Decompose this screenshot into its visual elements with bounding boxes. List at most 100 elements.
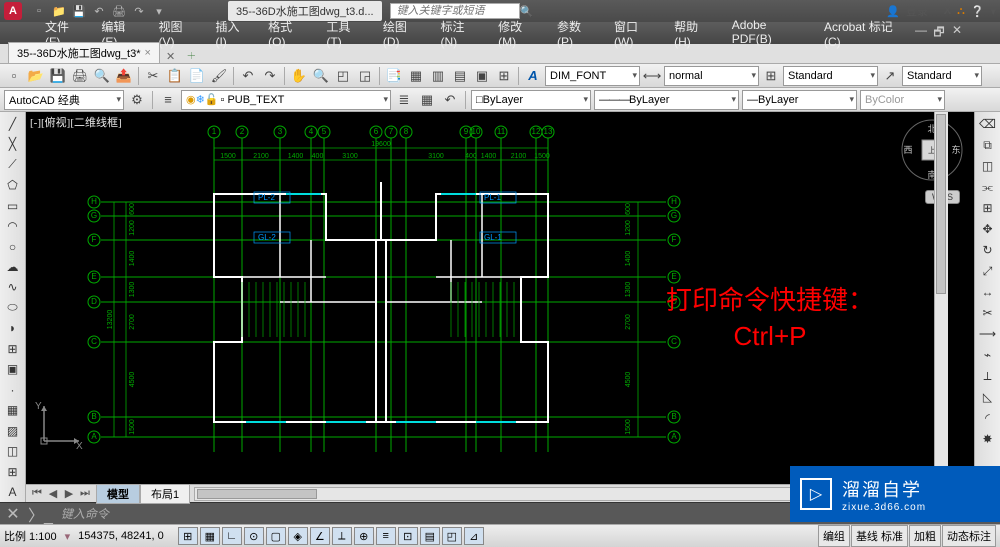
gradient-tool-icon[interactable]: ▨ — [0, 421, 25, 440]
menu-item[interactable]: 窗口(W) — [604, 15, 664, 52]
publish-icon[interactable]: 📤 — [114, 66, 134, 86]
menu-item[interactable]: Acrobat 标记(C) — [814, 15, 913, 52]
menu-item[interactable]: 标注(N) — [430, 15, 488, 52]
revcloud-tool-icon[interactable]: ☁ — [0, 257, 25, 276]
text-style-icon[interactable]: A — [523, 66, 543, 86]
minimize-button[interactable]: — — [913, 23, 929, 44]
linetype-selector[interactable]: ——— ByLayer — [594, 90, 739, 110]
scale-icon[interactable]: ⤢ — [975, 261, 1000, 281]
hatch-tool-icon[interactable]: ▦ — [0, 401, 25, 420]
close-button[interactable]: ✕ — [949, 23, 965, 44]
trim-icon[interactable]: ✂ — [975, 303, 1000, 323]
layer-prop-icon[interactable]: ≡ — [158, 90, 178, 110]
color-selector[interactable]: □ByLayer — [471, 90, 591, 110]
zoom-prev-icon[interactable]: ◲ — [355, 66, 375, 86]
ws-gear-icon[interactable]: ⚙ — [127, 90, 147, 110]
menu-item[interactable]: 格式(O) — [258, 15, 316, 52]
otrack-toggle[interactable]: ∠ — [310, 527, 330, 545]
layout-tab[interactable]: 布局1 — [140, 484, 190, 504]
status-button[interactable]: 加粗 — [909, 525, 941, 547]
dim-style-icon[interactable]: ⟷ — [642, 66, 662, 86]
chamfer-icon[interactable]: ◺ — [975, 387, 1000, 407]
paste-icon[interactable]: 📄 — [187, 66, 207, 86]
break-icon[interactable]: ⌁ — [975, 345, 1000, 365]
cloud-icon[interactable]: ⛬ — [957, 5, 965, 18]
scale-label[interactable]: 比例 1:100 — [4, 528, 57, 544]
status-button[interactable]: 基线 标准 — [851, 525, 908, 547]
mld-style-selector[interactable]: Standard — [902, 66, 982, 86]
earc-tool-icon[interactable]: ◗ — [0, 319, 25, 338]
pan-icon[interactable]: ✋ — [289, 66, 309, 86]
array-icon[interactable]: ⊞ — [975, 198, 1000, 218]
calc-icon[interactable]: ⊞ — [494, 66, 514, 86]
match-icon[interactable]: 🖌 — [209, 66, 229, 86]
status-button[interactable]: 动态标注 — [942, 525, 996, 547]
tab-close-icon[interactable]: × — [145, 47, 151, 59]
menu-item[interactable]: 插入(I) — [205, 15, 258, 52]
lineweight-selector[interactable]: — ByLayer — [742, 90, 857, 110]
osnap-toggle[interactable]: ▢ — [266, 527, 286, 545]
menu-item[interactable]: 工具(T) — [316, 15, 372, 52]
status-button[interactable]: 编组 — [818, 525, 850, 547]
block-tool-icon[interactable]: ▣ — [0, 360, 25, 379]
polar-toggle[interactable]: ⊙ — [244, 527, 264, 545]
ellipse-tool-icon[interactable]: ⬭ — [0, 298, 25, 317]
sc-toggle[interactable]: ◰ — [442, 527, 462, 545]
mld-style-icon[interactable]: ↗ — [880, 66, 900, 86]
erase-icon[interactable]: ⌫ — [975, 114, 1000, 134]
canvas[interactable]: [-][俯视][二维线框] 12345678910111213HHGGFFEED… — [26, 112, 974, 484]
vertical-scrollbar[interactable] — [934, 112, 948, 484]
ortho-toggle[interactable]: ∟ — [222, 527, 242, 545]
dyn-toggle[interactable]: ⊕ — [354, 527, 374, 545]
spline-tool-icon[interactable]: ∿ — [0, 278, 25, 297]
grid-toggle[interactable]: ▦ — [200, 527, 220, 545]
am-toggle[interactable]: ⊿ — [464, 527, 484, 545]
rect-tool-icon[interactable]: ▭ — [0, 196, 25, 215]
lwt-toggle[interactable]: ≡ — [376, 527, 396, 545]
save-icon[interactable]: 💾 — [48, 66, 68, 86]
tool-pal-icon[interactable]: ▥ — [428, 66, 448, 86]
copy-icon[interactable]: 📋 — [165, 66, 185, 86]
cmdline-chevron-icon[interactable]: 〉_ — [28, 502, 53, 526]
help-icon[interactable]: ❔ — [971, 5, 985, 18]
qp-toggle[interactable]: ▤ — [420, 527, 440, 545]
mirror-icon[interactable]: ◫ — [975, 156, 1000, 176]
3dosnap-toggle[interactable]: ◈ — [288, 527, 308, 545]
prop-icon[interactable]: 📑 — [384, 66, 404, 86]
text-style-selector[interactable]: DIM_FONT — [545, 66, 640, 86]
ducs-toggle[interactable]: ⟂ — [332, 527, 352, 545]
titlebar-drop-icon[interactable]: ▾ — [990, 5, 996, 18]
view-cube[interactable]: 北 南 东 西 上 — [900, 118, 964, 182]
app-logo[interactable]: A — [4, 2, 22, 20]
circle-tool-icon[interactable]: ○ — [0, 237, 25, 256]
tab-prev-icon[interactable]: ◀ — [46, 487, 60, 500]
markup-icon[interactable]: ▣ — [472, 66, 492, 86]
pline-tool-icon[interactable]: ⟋ — [0, 155, 25, 174]
exchange-icon[interactable]: X — [944, 5, 951, 17]
menu-item[interactable]: 绘图(D) — [373, 15, 431, 52]
arc-tool-icon[interactable]: ◠ — [0, 216, 25, 235]
workspace-selector[interactable]: AutoCAD 经典 — [4, 90, 124, 110]
layer-prev-icon[interactable]: ↶ — [440, 90, 460, 110]
cut-icon[interactable]: ✂ — [143, 66, 163, 86]
layer-selector[interactable]: ◉❄🔓▫ PUB_TEXT — [181, 90, 391, 110]
new-tab-button[interactable]: ✕ — [160, 50, 181, 63]
menu-item[interactable]: 修改(M) — [488, 15, 547, 52]
plot-icon[interactable]: 🖨 — [70, 66, 90, 86]
explode-icon[interactable]: ✸ — [975, 429, 1000, 449]
dcenter-icon[interactable]: ▦ — [406, 66, 426, 86]
redo-icon[interactable]: ↷ — [260, 66, 280, 86]
document-tab[interactable]: 35--36D水施工图dwg_t3* × — [8, 42, 160, 63]
region-tool-icon[interactable]: ◫ — [0, 442, 25, 461]
join-icon[interactable]: ⟂ — [975, 366, 1000, 386]
drawing-area[interactable]: [-][俯视][二维线框] 12345678910111213HHGGFFEED… — [26, 112, 974, 502]
preview-icon[interactable]: 🔍 — [92, 66, 112, 86]
layer-state-icon[interactable]: ≣ — [394, 90, 414, 110]
point-tool-icon[interactable]: · — [0, 380, 25, 399]
new-icon[interactable]: ▫ — [4, 66, 24, 86]
zoom-icon[interactable]: 🔍 — [311, 66, 331, 86]
zoom-win-icon[interactable]: ◰ — [333, 66, 353, 86]
stretch-icon[interactable]: ↔ — [975, 282, 1000, 302]
table-style-selector[interactable]: Standard — [783, 66, 878, 86]
undo-icon[interactable]: ↶ — [238, 66, 258, 86]
